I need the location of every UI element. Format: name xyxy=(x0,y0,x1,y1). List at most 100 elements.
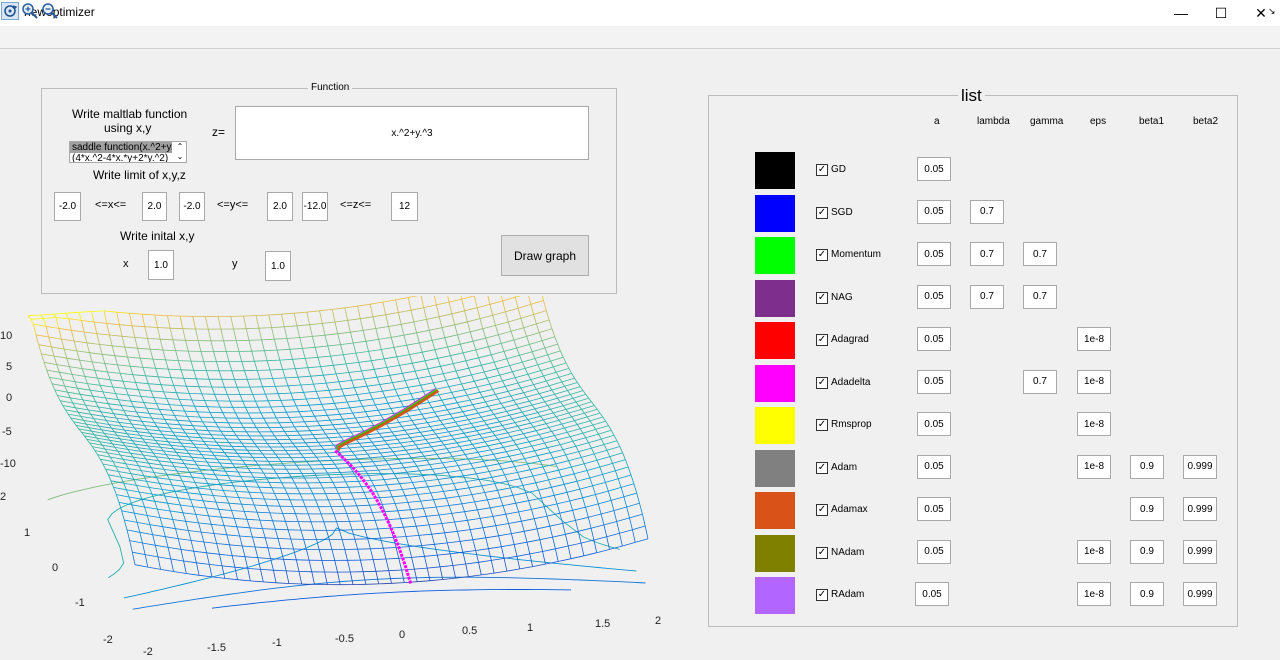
sgd-a-input[interactable]: 0.05 xyxy=(917,199,951,224)
preset-function-list[interactable]: saddle function(x.^2+y. (4*x.^2-4*x.*y+2… xyxy=(69,141,187,163)
surface-mesh-line xyxy=(107,474,112,481)
surface-mesh-line xyxy=(288,417,293,423)
zoom-out-icon[interactable] xyxy=(41,2,59,20)
checkbox-rmsprop[interactable]: ✓ xyxy=(816,419,828,431)
surface-mesh-line xyxy=(495,321,509,326)
nadam-eps-input[interactable]: 1e-8 xyxy=(1077,539,1111,564)
surface-mesh-line xyxy=(407,387,412,394)
adam-beta2-input[interactable]: 0.999 xyxy=(1183,454,1217,479)
radam-eps-input[interactable]: 1e-8 xyxy=(1077,582,1111,606)
y-max-input[interactable]: 2.0 xyxy=(267,192,293,221)
close-button[interactable]: ✕ xyxy=(1255,4,1267,21)
adam-eps-input[interactable]: 1e-8 xyxy=(1077,454,1111,479)
surface-mesh-line xyxy=(362,330,367,342)
surface-mesh-line xyxy=(112,386,126,389)
adadelta-a-input[interactable]: 0.05 xyxy=(917,369,951,394)
adamax-beta1-input[interactable]: 0.9 xyxy=(1130,497,1164,521)
preset-item-saddle[interactable]: saddle function(x.^2+y. xyxy=(70,142,172,153)
nag-gamma-input[interactable]: 0.7 xyxy=(1023,284,1057,309)
surface-mesh-line xyxy=(541,336,555,341)
surface-mesh-line xyxy=(578,527,592,532)
adam-beta1-input[interactable]: 0.9 xyxy=(1130,454,1164,479)
nadam-beta2-input[interactable]: 0.999 xyxy=(1183,539,1217,564)
surface-mesh-line xyxy=(488,471,493,478)
checkbox-adam[interactable]: ✓ xyxy=(816,461,828,474)
checkbox-adamax[interactable]: ✓ xyxy=(816,504,828,516)
draw-graph-button[interactable]: Draw graph xyxy=(501,235,589,276)
momentum-lambda-input[interactable]: 0.7 xyxy=(970,242,1004,266)
surface-mesh-line xyxy=(513,339,518,349)
surface-mesh-line xyxy=(516,441,530,445)
surface-mesh-line xyxy=(506,407,520,412)
surface-mesh-line xyxy=(257,407,262,414)
nadam-beta1-input[interactable]: 0.9 xyxy=(1130,539,1164,564)
minimize-button[interactable]: — xyxy=(1174,5,1188,21)
surface-mesh-line xyxy=(609,452,623,457)
adamax-a-input[interactable]: 0.05 xyxy=(917,497,951,521)
rmsprop-eps-input[interactable]: 1e-8 xyxy=(1077,412,1111,436)
maximize-button[interactable]: ☐ xyxy=(1214,4,1228,21)
surface-mesh-line xyxy=(207,483,211,490)
list-scrollbar[interactable]: ⌃ ⌄ xyxy=(176,142,184,161)
dock-arrow-icon[interactable]: ↘ xyxy=(1268,6,1276,16)
adamax-beta2-input[interactable]: 0.999 xyxy=(1183,497,1217,521)
radam-a-input[interactable]: 0.05 xyxy=(915,582,949,606)
surface-mesh-line xyxy=(89,442,103,446)
checkbox-gd[interactable]: ✓ xyxy=(816,164,828,176)
momentum-a-input[interactable]: 0.05 xyxy=(917,242,951,266)
preset-item-quadratic[interactable]: (4*x.^2-4*x.*y+2*y.^2) xyxy=(72,153,169,163)
surface-mesh-line xyxy=(160,338,173,341)
nag-lambda-input[interactable]: 0.7 xyxy=(970,284,1004,309)
surface-mesh-line xyxy=(248,435,253,440)
surface-mesh-line xyxy=(462,552,467,565)
rmsprop-a-input[interactable]: 0.05 xyxy=(917,412,951,436)
initial-x-input[interactable]: 1.0 xyxy=(148,250,174,280)
surface-mesh-line xyxy=(571,373,575,379)
surface-mesh-line xyxy=(286,435,291,440)
adadelta-gamma-input[interactable]: 0.7 xyxy=(1023,369,1057,394)
surface-mesh-line xyxy=(126,529,131,541)
surface-mesh-line xyxy=(183,560,187,574)
y-min-input[interactable]: -2.0 xyxy=(179,192,205,221)
z-min-input[interactable]: -12.0 xyxy=(302,192,328,221)
rotate-3d-icon[interactable] xyxy=(1,2,19,20)
initial-y-input[interactable]: 1.0 xyxy=(265,251,291,281)
gd-a-input[interactable]: 0.05 xyxy=(917,157,951,181)
adam-a-input[interactable]: 0.05 xyxy=(917,454,951,479)
sgd-lambda-input[interactable]: 0.7 xyxy=(970,199,1004,224)
checkbox-sgd[interactable]: ✓ xyxy=(816,206,828,219)
function-input[interactable]: x.^2+y.^3 xyxy=(235,106,589,160)
checkbox-nag[interactable]: ✓ xyxy=(816,291,828,304)
surface-mesh-line xyxy=(400,440,414,444)
z-max-input[interactable]: 12 xyxy=(391,192,418,221)
nag-a-input[interactable]: 0.05 xyxy=(917,284,951,309)
zoom-in-icon[interactable] xyxy=(21,2,39,20)
surface-mesh-line xyxy=(468,487,473,495)
surface-mesh-line xyxy=(562,445,576,450)
adagrad-a-input[interactable]: 0.05 xyxy=(917,327,951,351)
surface-mesh-line xyxy=(459,443,473,447)
checkbox-adagrad[interactable]: ✓ xyxy=(816,334,828,346)
surface-mesh-line xyxy=(564,427,568,433)
surface-mesh-line xyxy=(549,452,554,459)
surface-mesh-line xyxy=(441,523,445,533)
optimizer-name-gd: GD xyxy=(831,164,846,175)
adadelta-eps-input[interactable]: 1e-8 xyxy=(1077,369,1111,394)
checkbox-nadam[interactable]: ✓ xyxy=(816,546,828,559)
surface-mesh-line xyxy=(423,304,437,308)
momentum-gamma-input[interactable]: 0.7 xyxy=(1023,242,1057,266)
x-max-input[interactable]: 2.0 xyxy=(142,192,167,221)
radam-beta2-input[interactable]: 0.999 xyxy=(1183,582,1217,606)
surface-mesh-line xyxy=(414,488,419,495)
surface-mesh-line xyxy=(541,393,555,399)
nadam-a-input[interactable]: 0.05 xyxy=(917,539,951,564)
x-min-input[interactable]: -2.0 xyxy=(54,192,81,221)
radam-beta1-input[interactable]: 0.9 xyxy=(1130,582,1164,606)
surface-mesh-line xyxy=(577,420,591,425)
checkbox-radam[interactable]: ✓ xyxy=(816,589,828,601)
adagrad-eps-input[interactable]: 1e-8 xyxy=(1077,327,1111,351)
surface-mesh-line xyxy=(159,408,172,411)
checkbox-adadelta[interactable]: ✓ xyxy=(816,376,828,389)
checkbox-momentum[interactable]: ✓ xyxy=(816,249,828,261)
